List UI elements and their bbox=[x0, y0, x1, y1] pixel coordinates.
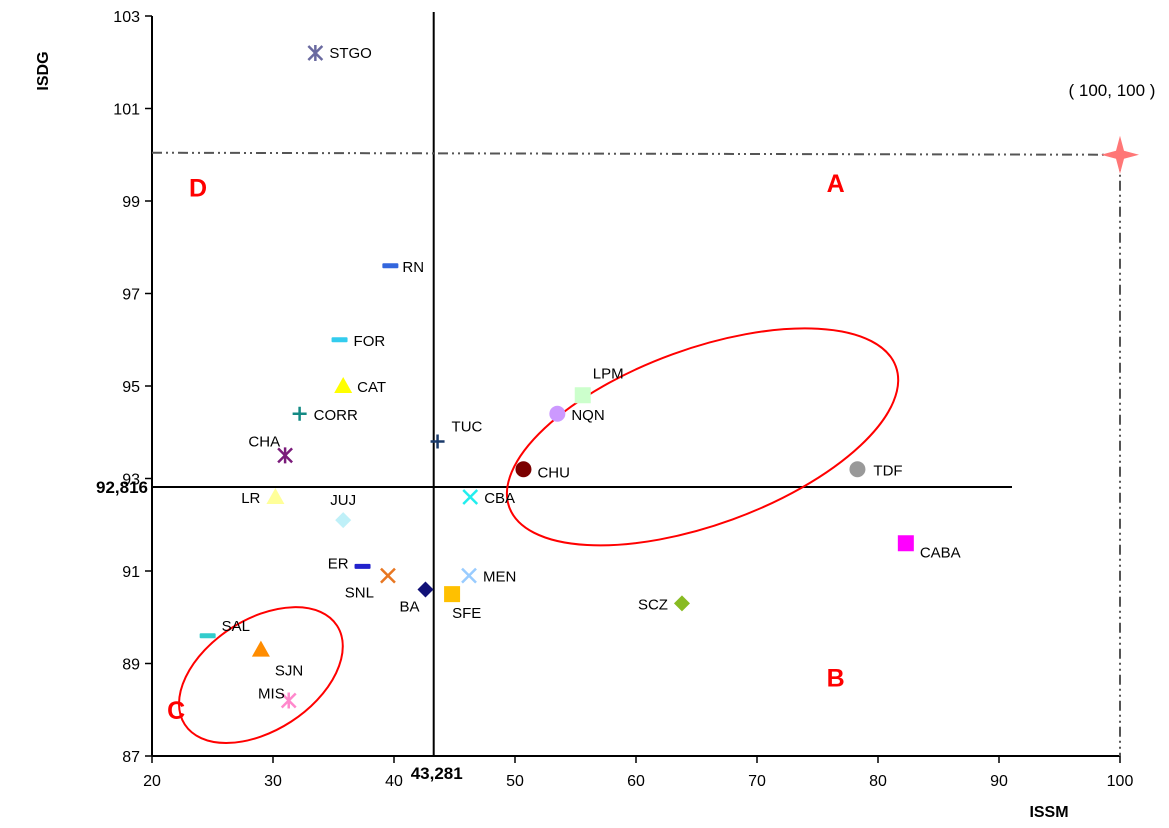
y-tick-label: 97 bbox=[122, 287, 140, 304]
point-label-lpm: LPM bbox=[593, 365, 624, 382]
point-label-juj: JUJ bbox=[330, 492, 356, 509]
ideal-horizontal-line bbox=[151, 151, 1121, 156]
point-label-chu: CHU bbox=[537, 464, 570, 481]
marker-tuc bbox=[430, 434, 445, 449]
point-label-rn: RN bbox=[402, 259, 424, 276]
point-label-cha: CHA bbox=[248, 433, 280, 450]
marker-lpm bbox=[574, 387, 591, 404]
x-tick-label: 70 bbox=[748, 773, 766, 790]
quadrant-label-c: C bbox=[167, 697, 185, 725]
y-axis-title: ISDG bbox=[35, 51, 52, 90]
marker-for bbox=[331, 337, 348, 343]
y-tick-label: 95 bbox=[122, 379, 140, 396]
x-tick-label: 60 bbox=[627, 773, 645, 790]
y-tick-label: 93 bbox=[122, 472, 140, 489]
point-label-ba: BA bbox=[399, 599, 419, 616]
point-label-sfe: SFE bbox=[452, 605, 481, 622]
marker-ba bbox=[417, 581, 434, 598]
marker-men bbox=[461, 567, 477, 584]
x-tick-label: 40 bbox=[385, 773, 403, 790]
marker-snl bbox=[380, 567, 396, 584]
axes-layer: 87 89 91 93 95 97 99 101 103 20 30 40 50 60 70 80 90 100 I… bbox=[35, 9, 1133, 821]
point-label-tuc: TUC bbox=[452, 419, 483, 436]
ideal-point-star bbox=[1101, 135, 1139, 174]
ideal-point-label: ( 100, 100 ) bbox=[1069, 81, 1156, 100]
y-tick-label: 101 bbox=[113, 102, 140, 119]
point-label-er: ER bbox=[328, 555, 349, 572]
x-tick-label: 90 bbox=[990, 773, 1008, 790]
y-tick-label: 87 bbox=[122, 749, 140, 766]
cluster-ellipse-2 bbox=[178, 606, 344, 744]
reference-lines: 43,281 92,816 ( 100, 100 ) bbox=[96, 12, 1155, 783]
point-label-caba: CABA bbox=[920, 544, 961, 561]
marker-caba bbox=[897, 535, 914, 552]
y-tick-label: 89 bbox=[122, 657, 140, 674]
point-label-for: FOR bbox=[354, 333, 386, 350]
marker-stgo bbox=[307, 45, 324, 61]
x-tick-label: 80 bbox=[869, 773, 887, 790]
quadrant-label-d: D bbox=[189, 174, 207, 202]
marker-cat bbox=[334, 377, 353, 393]
threshold-x-label: 43,281 bbox=[411, 764, 463, 783]
point-label-snl: SNL bbox=[345, 585, 374, 602]
marker-er bbox=[354, 563, 371, 569]
x-axis-title: ISSM bbox=[1029, 804, 1068, 821]
threshold-y-label: 92,816 bbox=[96, 478, 148, 497]
y-tick-label: 91 bbox=[122, 564, 140, 581]
x-tick-label: 50 bbox=[506, 773, 524, 790]
point-label-lr: LR bbox=[241, 490, 260, 507]
point-label-cat: CAT bbox=[357, 379, 386, 396]
marker-tdf bbox=[849, 461, 866, 478]
points-layer bbox=[199, 45, 914, 709]
marker-nqn bbox=[549, 405, 566, 422]
quadrant-label-b: B bbox=[827, 665, 845, 693]
quadrant-label-a: A bbox=[827, 170, 845, 198]
marker-mis bbox=[280, 692, 297, 709]
marker-sfe bbox=[444, 586, 461, 603]
marker-lr bbox=[266, 488, 285, 504]
x-tick-label: 30 bbox=[264, 773, 282, 790]
marker-cha bbox=[277, 447, 293, 464]
cluster-ellipse-1 bbox=[505, 327, 900, 547]
y-tick-label: 103 bbox=[113, 9, 140, 26]
y-tick-label: 99 bbox=[122, 194, 140, 211]
marker-rn bbox=[382, 263, 399, 269]
x-tick-label: 20 bbox=[143, 773, 161, 790]
marker-corr bbox=[292, 406, 307, 421]
point-label-corr: CORR bbox=[314, 407, 358, 424]
point-label-sjn: SJN bbox=[275, 663, 303, 680]
cluster-ellipses bbox=[178, 327, 900, 744]
x-tick-label: 100 bbox=[1107, 773, 1134, 790]
marker-cba bbox=[462, 489, 479, 505]
marker-sjn bbox=[251, 640, 270, 657]
marker-juj bbox=[335, 512, 352, 529]
labels-layer: A B C D STGO RN FOR CAT CORR CHA LR JUJ TUC CBA CHU LPM… bbox=[167, 45, 961, 725]
point-label-men: MEN bbox=[483, 569, 516, 586]
point-label-cba: CBA bbox=[484, 490, 515, 507]
marker-chu bbox=[515, 461, 532, 478]
point-label-stgo: STGO bbox=[329, 45, 372, 62]
point-label-nqn: NQN bbox=[571, 407, 604, 424]
point-label-sal: SAL bbox=[222, 618, 250, 635]
point-label-mis: MIS bbox=[258, 686, 285, 703]
point-label-scz: SCZ bbox=[638, 596, 668, 613]
marker-sal bbox=[199, 633, 216, 639]
marker-scz bbox=[673, 595, 690, 612]
point-label-tdf: TDF bbox=[873, 462, 902, 479]
